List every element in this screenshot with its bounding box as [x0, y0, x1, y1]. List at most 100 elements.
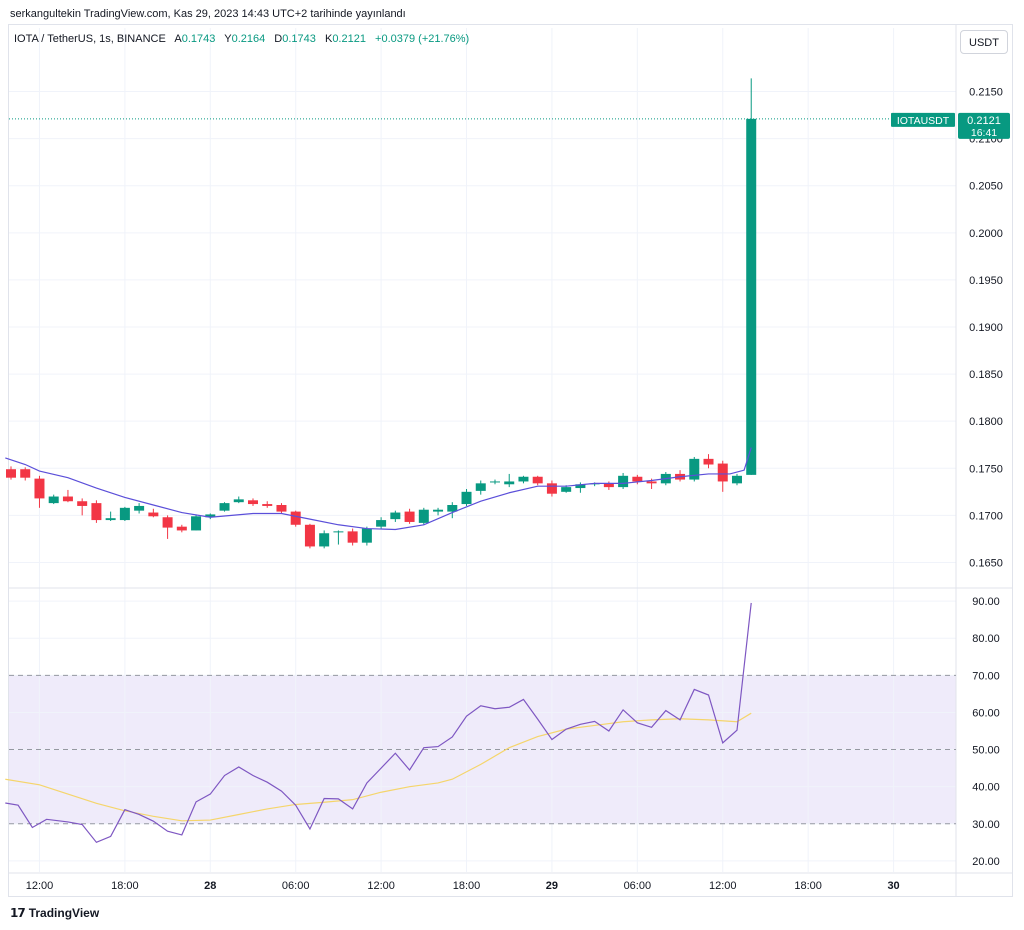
- legend-low: 0.1743: [282, 33, 316, 45]
- candle-body: [618, 475, 629, 488]
- legend-symbol: IOTA / TetherUS, 1s, BINANCE: [14, 33, 166, 45]
- candle-body: [404, 511, 415, 522]
- time-tick-label: 12:00: [26, 880, 54, 892]
- candle-body: [162, 517, 173, 528]
- candle-body: [489, 481, 500, 483]
- candle-body: [433, 509, 444, 512]
- time-tick-label: 06:00: [282, 880, 310, 892]
- candle-body: [34, 478, 45, 499]
- candle-body: [176, 526, 187, 531]
- price-tag-countdown: 16:41: [971, 127, 997, 139]
- candle-body: [6, 469, 16, 478]
- candle-body: [532, 476, 543, 484]
- rsi-tick-label: 70.00: [972, 670, 1000, 682]
- price-tick-label: 0.1900: [969, 322, 1003, 334]
- candle-body: [105, 518, 116, 521]
- rsi-line: [5, 602, 752, 844]
- moving-average-line: [5, 447, 752, 531]
- candle-body: [62, 496, 73, 502]
- candle-body: [561, 487, 572, 492]
- legend-high-label: Y: [224, 33, 232, 45]
- legend-open: 0.1743: [181, 33, 216, 45]
- candle-body: [603, 483, 614, 488]
- legend-change: +0.0379 (+21.76%): [375, 33, 470, 45]
- candle-body: [731, 475, 742, 484]
- candle-body: [447, 505, 458, 512]
- time-tick-label: 29: [546, 880, 558, 892]
- candle-body: [290, 511, 301, 525]
- legend-low-label: D: [274, 33, 283, 45]
- candle-body: [575, 484, 586, 489]
- legend-high: 0.2164: [231, 33, 266, 45]
- rsi-tick-label: 50.00: [972, 745, 1000, 757]
- candle-body: [646, 481, 657, 484]
- candle-body: [518, 476, 529, 482]
- price-tick-label: 0.1700: [969, 510, 1003, 522]
- chart-frame: [8, 24, 1013, 897]
- candle-body: [77, 501, 88, 506]
- time-tick-label: 18:00: [111, 880, 139, 892]
- tradingview-logo-icon: 𝟭𝟳: [10, 906, 26, 920]
- symbol-legend: IOTA / TetherUS, 1s, BINANCE A0.1743 Y0.…: [14, 33, 475, 45]
- candle-body: [91, 503, 102, 521]
- time-tick-label: 28: [204, 880, 216, 892]
- rsi-tick-label: 60.00: [972, 707, 1000, 719]
- candle-body: [717, 463, 728, 482]
- candle-body: [504, 481, 515, 485]
- rsi-ma-line: [5, 712, 752, 822]
- candle-body: [276, 505, 287, 512]
- time-tick-label: 30: [887, 880, 899, 892]
- candle-body: [134, 505, 145, 511]
- candle-body: [233, 499, 244, 503]
- legend-close: 0.2121: [332, 33, 366, 45]
- tradingview-brand: TradingView: [28, 906, 100, 920]
- price-tick-label: 0.1650: [969, 557, 1003, 569]
- candle-body: [205, 514, 216, 518]
- time-tick-label: 18:00: [794, 880, 822, 892]
- price-tick-label: 0.2000: [969, 228, 1003, 240]
- candle-body: [262, 504, 273, 506]
- rsi-tick-label: 90.00: [972, 596, 1000, 608]
- candle-body: [247, 500, 258, 505]
- candle-body: [48, 496, 59, 504]
- price-tag: [958, 112, 1010, 139]
- symbol-tag-label: IOTAUSDT: [897, 115, 950, 127]
- candle-body: [148, 512, 159, 517]
- rsi-tick-label: 20.00: [972, 856, 1000, 868]
- candle-body: [361, 528, 372, 543]
- price-tick-label: 0.1850: [969, 369, 1003, 381]
- time-tick-label: 06:00: [624, 880, 652, 892]
- candle-body: [689, 458, 700, 480]
- time-tick-label: 12:00: [709, 880, 737, 892]
- symbol-tag: [891, 112, 955, 127]
- currency-button[interactable]: USDT: [960, 30, 1008, 54]
- candle-body: [390, 512, 401, 520]
- rsi-tick-label: 30.00: [972, 819, 1000, 831]
- tradingview-logo: 𝟭𝟳 TradingView: [10, 906, 99, 920]
- price-tag-value: 0.2121: [967, 115, 1001, 127]
- price-tick-label: 0.2050: [969, 181, 1003, 193]
- candle-body: [632, 476, 643, 482]
- candle-body: [119, 507, 130, 521]
- legend-open-label: A: [174, 33, 182, 45]
- candle-body: [347, 531, 358, 543]
- time-tick-label: 12:00: [367, 880, 395, 892]
- price-tick-label: 0.2150: [969, 87, 1003, 99]
- candle-body: [461, 491, 472, 505]
- legend-close-label: K: [324, 33, 333, 45]
- price-tick-label: 0.1800: [969, 416, 1003, 428]
- time-tick-label: 18:00: [453, 880, 481, 892]
- price-tick-label: 0.1750: [969, 463, 1003, 475]
- rsi-tick-label: 40.00: [972, 782, 1000, 794]
- candle-body: [20, 469, 31, 478]
- candle-body: [475, 483, 486, 491]
- candle-body: [418, 509, 429, 523]
- publish-caption: serkangultekin TradingView.com, Kas 29, …: [10, 8, 406, 20]
- candle-body: [546, 483, 557, 494]
- candle-body: [304, 524, 315, 547]
- rsi-tick-label: 80.00: [972, 633, 1000, 645]
- candle-body: [319, 533, 330, 547]
- candle-body: [191, 516, 202, 531]
- candle-body: [703, 458, 714, 465]
